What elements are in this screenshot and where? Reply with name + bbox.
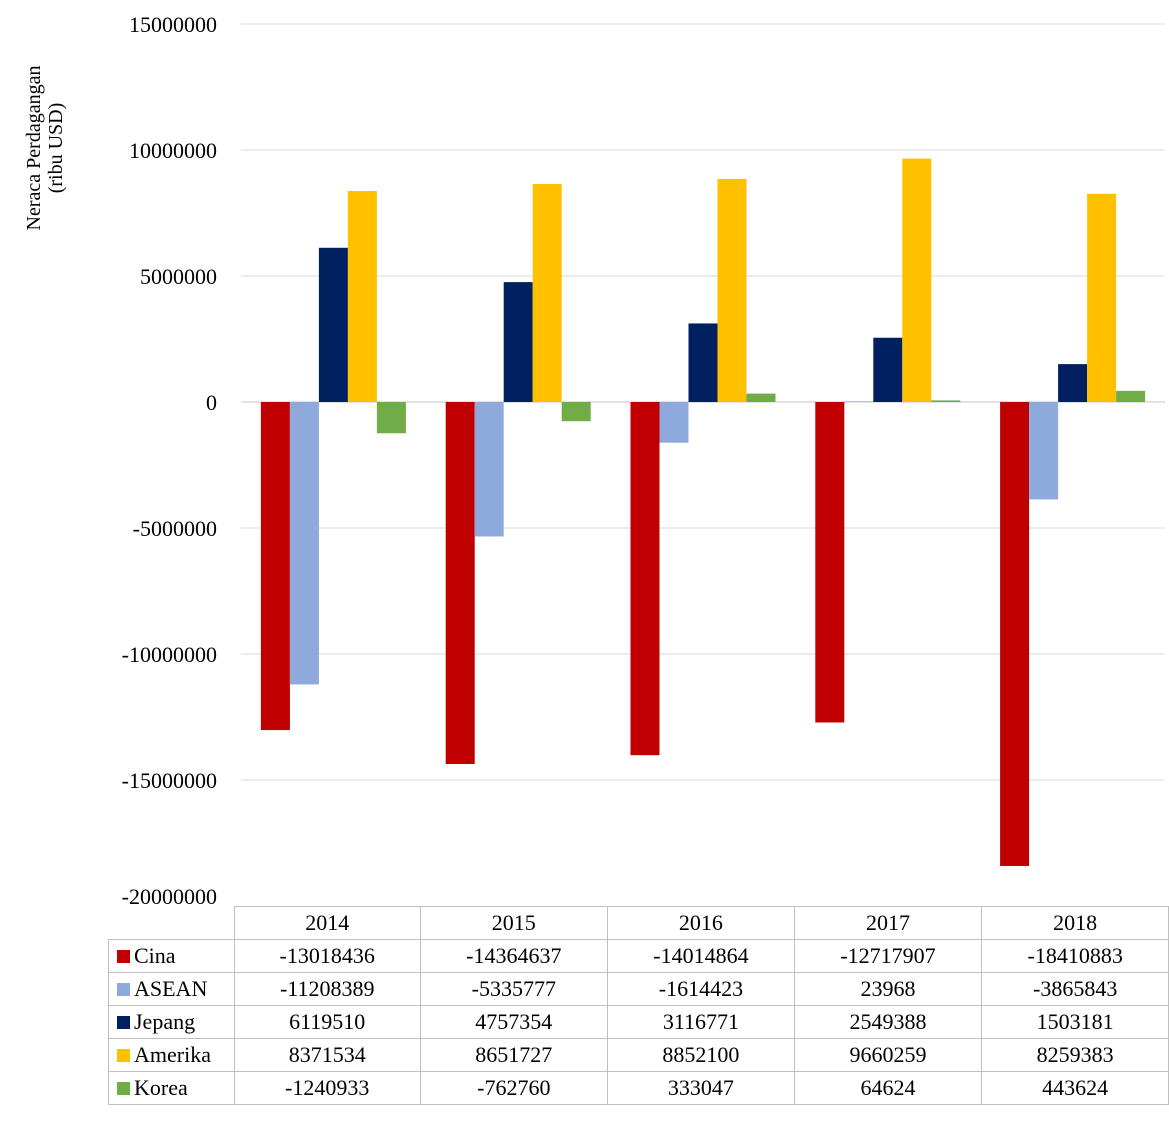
bar-jepang-2017	[873, 337, 903, 402]
data-label: 2549388	[793, 1005, 983, 1039]
data-label: 443624	[981, 1071, 1169, 1105]
bar-cina-2015	[445, 402, 475, 764]
data-label: -1614423	[607, 972, 795, 1006]
bar-chart: 15000000 10000000 5000000 0 -5000000 -1000000…	[23, 12, 1165, 906]
bar-korea-2018	[1116, 390, 1146, 402]
y-axis-title-line-2: (ribu USD)	[45, 103, 67, 194]
category-label: 2016	[607, 906, 795, 940]
data-label: 6119510	[233, 1005, 421, 1039]
legend-key	[117, 1082, 130, 1095]
series-name: ASEAN	[134, 976, 208, 1001]
category-label: 2014	[233, 906, 421, 940]
bar-amerika-2015	[532, 183, 562, 402]
y-tick-label: 15000000	[129, 12, 217, 37]
data-table: 2014 2015 2016 2017 2018 Cina -13018436 -143646…	[108, 906, 1169, 1105]
category-label: 2017	[793, 906, 983, 940]
table-corner	[108, 906, 235, 940]
data-label: -11208389	[233, 972, 421, 1006]
y-tick-label: -5000000	[133, 516, 217, 541]
table-row: Amerika 8371534 8651727 8852100 9660259 82593…	[108, 1038, 1169, 1072]
data-label: -5335777	[419, 972, 609, 1006]
y-axis-title-line-1: Neraca Perdagangan	[23, 66, 45, 231]
bar-cina-2017	[815, 402, 845, 723]
bar-asean-2015	[474, 402, 504, 537]
bar-asean-2018	[1029, 402, 1059, 500]
data-label: 4757354	[419, 1005, 609, 1039]
bar-cina-2018	[1000, 402, 1030, 866]
series-name: Amerika	[134, 1042, 211, 1067]
bar-amerika-2018	[1087, 193, 1117, 402]
bar-jepang-2015	[503, 282, 533, 402]
data-label: -13018436	[233, 939, 421, 973]
data-label: -762760	[419, 1071, 609, 1105]
data-label: 8852100	[607, 1038, 795, 1072]
y-axis-ticks: 15000000 10000000 5000000 0 -5000000 -1000000…	[122, 12, 217, 906]
table-header-row: 2014 2015 2016 2017 2018	[108, 906, 1169, 940]
legend-entry: Cina	[108, 939, 235, 973]
bar-korea-2015	[561, 402, 591, 422]
bar-asean-2017	[844, 401, 874, 402]
bar-korea-2014	[376, 402, 406, 434]
legend-key	[117, 983, 130, 996]
bar-jepang-2016	[688, 323, 718, 402]
table-row: ASEAN -11208389 -5335777 -1614423 23968 -3865…	[108, 972, 1169, 1006]
bar-asean-2014	[289, 402, 319, 685]
legend-entry: ASEAN	[108, 972, 235, 1006]
bar-korea-2017	[931, 400, 961, 402]
data-label: 8651727	[419, 1038, 609, 1072]
data-label: 9660259	[793, 1038, 983, 1072]
data-label: -3865843	[981, 972, 1169, 1006]
table-row: Jepang 6119510 4757354 3116771 2549388 150318…	[108, 1005, 1169, 1039]
data-label: 1503181	[981, 1005, 1169, 1039]
data-label: -12717907	[793, 939, 983, 973]
data-label: -14014864	[607, 939, 795, 973]
bar-korea-2016	[746, 393, 776, 402]
data-label: -14364637	[419, 939, 609, 973]
series-name: Jepang	[134, 1009, 196, 1034]
data-label: 8259383	[981, 1038, 1169, 1072]
legend-entry: Jepang	[108, 1005, 235, 1039]
y-tick-label: -20000000	[122, 884, 217, 906]
bar-cina-2016	[630, 402, 660, 756]
data-label: 3116771	[607, 1005, 795, 1039]
data-label: -18410883	[981, 939, 1169, 973]
data-label: 333047	[607, 1071, 795, 1105]
table-row: Cina -13018436 -14364637 -14014864 -12717907…	[108, 939, 1169, 973]
y-tick-label: 5000000	[140, 264, 217, 289]
category-label: 2015	[419, 906, 609, 940]
legend-key	[117, 1016, 130, 1029]
y-tick-label: 0	[206, 390, 217, 415]
bar-amerika-2017	[902, 158, 932, 402]
category-label: 2018	[981, 906, 1169, 940]
y-tick-label: 10000000	[129, 138, 217, 163]
bars	[260, 158, 1146, 866]
bar-jepang-2014	[318, 247, 348, 402]
legend-entry: Amerika	[108, 1038, 235, 1072]
bar-amerika-2016	[717, 178, 747, 402]
bar-asean-2016	[659, 402, 689, 443]
series-name: Korea	[134, 1075, 188, 1100]
bar-jepang-2018	[1058, 364, 1088, 402]
table-row: Korea -1240933 -762760 333047 64624 443624	[108, 1071, 1169, 1105]
legend-entry: Korea	[108, 1071, 235, 1105]
bar-amerika-2014	[347, 191, 377, 402]
series-name: Cina	[134, 943, 176, 968]
bar-cina-2014	[260, 402, 290, 731]
legend-key	[117, 950, 130, 963]
data-label: 23968	[793, 972, 983, 1006]
data-label: -1240933	[233, 1071, 421, 1105]
data-label: 64624	[793, 1071, 983, 1105]
data-label: 8371534	[233, 1038, 421, 1072]
legend-key	[117, 1049, 130, 1062]
y-tick-label: -10000000	[122, 642, 217, 667]
y-tick-label: -15000000	[122, 768, 217, 793]
